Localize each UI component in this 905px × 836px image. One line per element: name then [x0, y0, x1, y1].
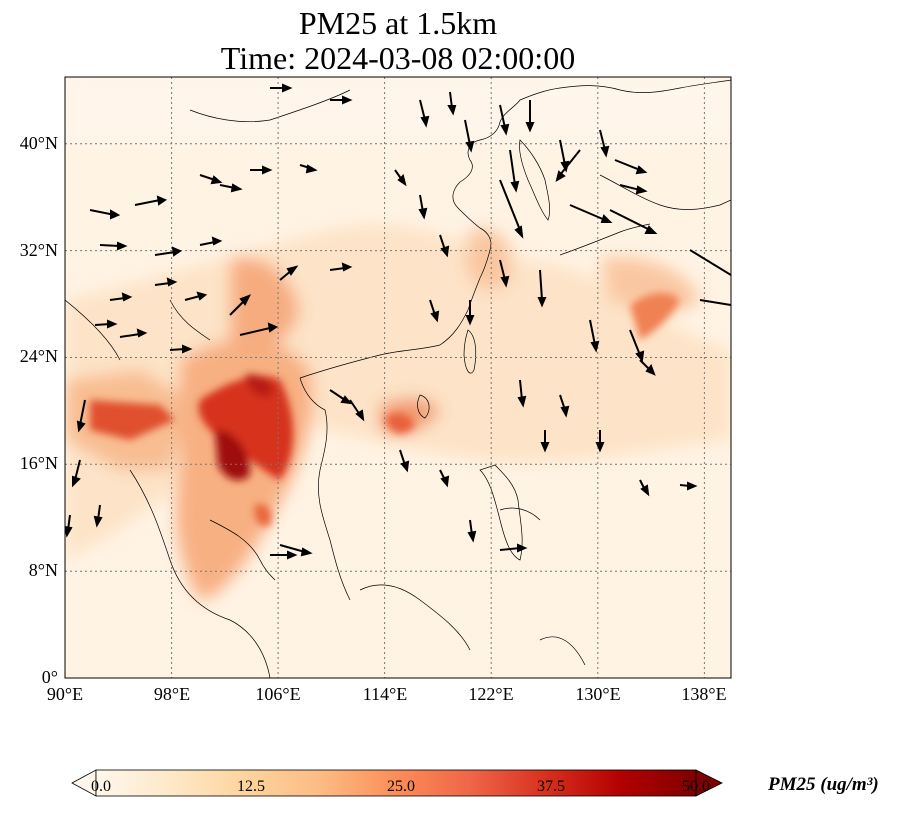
plot-subtitle-time: Time: 2024-03-08 02:00:00 — [220, 40, 576, 76]
lat-tick-32n: 32°N — [19, 240, 58, 260]
plot-title: PM25 at 1.5km — [298, 5, 498, 41]
lat-tick-16n: 16°N — [19, 453, 58, 473]
colorbar-tick-0: 0.0 — [91, 778, 111, 795]
wind-vectors — [65, 83, 731, 560]
lat-tick-8n: 8°N — [28, 560, 58, 580]
colorbar-tick-25: 25.0 — [387, 778, 415, 795]
lon-tick-130e: 130°E — [575, 684, 621, 704]
lon-tick-122e: 122°E — [468, 684, 514, 704]
lat-tick-24n: 24°N — [19, 346, 58, 366]
lon-tick-106e: 106°E — [255, 684, 301, 704]
colorbar-tick-37-5: 37.5 — [537, 778, 565, 795]
coastlines — [65, 79, 731, 678]
lon-tick-114e: 114°E — [362, 684, 408, 704]
lon-tick-98e: 98°E — [153, 684, 191, 704]
colorbar — [71, 769, 723, 797]
lon-tick-138e: 138°E — [681, 684, 727, 704]
lat-tick-0: 0° — [41, 667, 58, 687]
colorbar-tick-50: 50.0 — [682, 778, 710, 795]
colorbar-tick-12-5: 12.5 — [237, 778, 265, 795]
colorbar-extend-max — [695, 769, 723, 797]
lon-tick-90e: 90°E — [46, 684, 84, 704]
map-frame — [64, 76, 732, 679]
graticule — [65, 77, 731, 678]
colorbar-label: PM25 (ug/m³) — [768, 774, 879, 795]
lat-tick-40n: 40°N — [19, 133, 58, 153]
